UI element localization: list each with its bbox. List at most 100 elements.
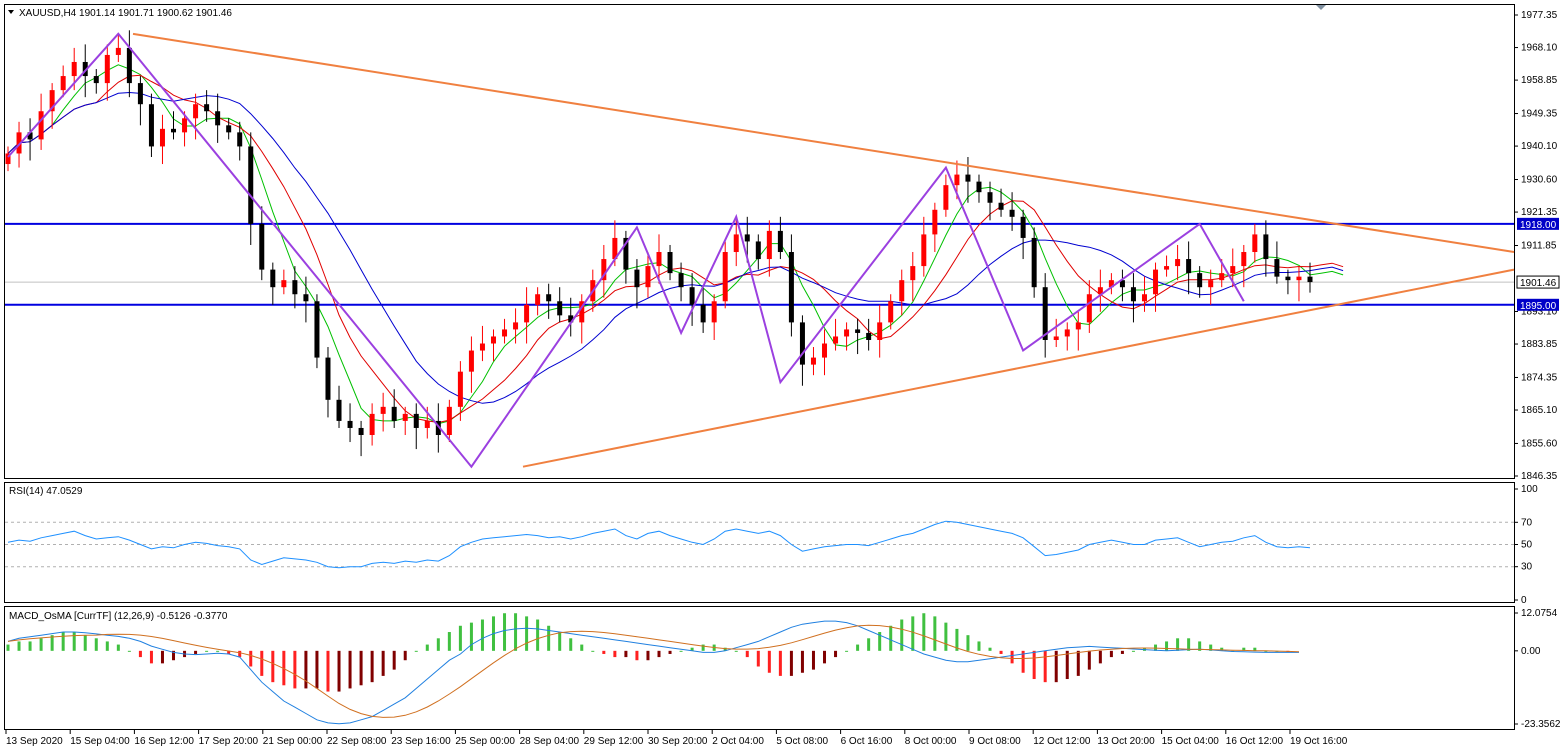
macd-hist-bar xyxy=(337,650,341,692)
price-tick-label: 1977.35 xyxy=(1521,10,1558,21)
candle-body xyxy=(1197,273,1203,288)
macd-hist-bar xyxy=(800,650,804,673)
macd-hist-bar xyxy=(624,650,628,658)
macd-hist-bar xyxy=(1242,647,1246,651)
macd-hist-bar xyxy=(39,638,43,651)
macd-hist-bar xyxy=(679,650,683,652)
macd-hist-bar xyxy=(105,641,109,651)
candle-body xyxy=(270,269,276,288)
macd-hist-bar xyxy=(83,635,87,651)
candle-body xyxy=(325,357,331,400)
candle-body xyxy=(1075,322,1081,330)
ma-slow-line xyxy=(7,91,1344,404)
macd-hist-bar xyxy=(1010,650,1014,664)
candle-body xyxy=(336,399,342,421)
macd-hist-bar xyxy=(767,650,771,673)
macd-hist-bar xyxy=(149,650,153,664)
macd-hist-bar xyxy=(1109,650,1113,658)
macd-hist-bar xyxy=(966,635,970,651)
candle-body xyxy=(358,427,364,436)
macd-hist-bar xyxy=(558,632,562,651)
macd-hist-bar xyxy=(745,650,749,658)
macd-hist-bar xyxy=(1253,647,1257,651)
macd-hist-bar xyxy=(955,628,959,651)
candle-body xyxy=(810,357,816,365)
macd-panel-frame xyxy=(4,606,1515,730)
macd-hist-bar xyxy=(503,613,507,651)
time-tick-label: 23 Sep 16:00 xyxy=(391,736,451,747)
price-tick-label: 1958.85 xyxy=(1521,75,1558,86)
macd-hist-bar xyxy=(977,641,981,651)
macd-hist-bar xyxy=(116,644,120,651)
macd-hist-bar xyxy=(889,625,893,651)
time-tick-label: 15 Oct 04:00 xyxy=(1162,736,1220,747)
candle-body xyxy=(49,90,55,112)
candle-body xyxy=(678,273,684,288)
macd-hist-bar xyxy=(315,650,319,689)
candle-body xyxy=(579,301,585,323)
price-tick-label: 1968.10 xyxy=(1521,43,1558,54)
price-tick-label: 1865.10 xyxy=(1521,405,1558,416)
macd-hist-bar xyxy=(1131,650,1135,652)
candle-body xyxy=(303,294,309,302)
scroll-marker-icon[interactable] xyxy=(1316,5,1326,10)
candle-body xyxy=(932,209,938,235)
macd-hist-bar xyxy=(1176,638,1180,651)
macd-hist-bar xyxy=(381,650,385,676)
macd-hist-bar xyxy=(216,650,220,652)
candle-body xyxy=(689,287,695,305)
macd-hist-bar xyxy=(1209,644,1213,651)
candle-body xyxy=(722,252,728,302)
candle-body xyxy=(314,301,320,358)
rsi-tick-label: 70 xyxy=(1521,517,1533,528)
candle-body xyxy=(535,294,541,305)
macd-hist-bar xyxy=(414,650,418,652)
rsi-tick-label: 0 xyxy=(1521,595,1527,606)
candle-body xyxy=(182,118,188,133)
candle-body xyxy=(424,420,430,428)
candle-body xyxy=(60,76,66,91)
candle-body xyxy=(281,280,287,288)
macd-main-line xyxy=(7,620,1299,725)
macd-hist-bar xyxy=(194,650,198,654)
time-tick-label: 12 Oct 12:00 xyxy=(1033,736,1091,747)
macd-hist-bar xyxy=(72,632,76,651)
candle-body xyxy=(855,329,861,333)
price-tick-label: 1855.60 xyxy=(1521,438,1558,449)
candle-body xyxy=(954,174,960,186)
macd-hist-bar xyxy=(370,650,374,683)
candle-body xyxy=(1164,266,1170,270)
macd-tick-label: 12.0754 xyxy=(1521,608,1558,619)
candle-body xyxy=(557,301,563,316)
macd-hist-bar xyxy=(304,650,308,689)
ma-mid-line xyxy=(7,74,1344,424)
candle-body xyxy=(524,304,530,323)
candle-body xyxy=(446,406,452,436)
rsi-tick-label: 100 xyxy=(1521,484,1538,495)
candle-body xyxy=(292,280,298,295)
macd-hist-bar xyxy=(127,650,131,652)
macd-hist-bar xyxy=(690,647,694,651)
collapse-triangle-icon[interactable] xyxy=(8,10,14,14)
candle-body xyxy=(899,280,905,302)
candle-body xyxy=(1307,276,1313,283)
macd-hist-bar xyxy=(514,613,518,651)
macd-hist-bar xyxy=(436,638,440,651)
macd-hist-bar xyxy=(238,650,242,658)
candle-body xyxy=(513,322,519,330)
candle-body xyxy=(1285,276,1291,281)
candle-body xyxy=(159,128,165,147)
time-tick-label: 17 Sep 20:00 xyxy=(199,736,259,747)
macd-hist-bar xyxy=(61,632,65,651)
candle-body xyxy=(976,181,982,193)
candle-body xyxy=(711,301,717,323)
macd-hist-bar xyxy=(271,650,275,683)
candle-body xyxy=(612,237,618,260)
price-tick-label: 1893.10 xyxy=(1521,306,1558,317)
macd-tick-label: 0.00 xyxy=(1521,646,1541,657)
candle-body xyxy=(1186,259,1192,274)
macd-hist-bar xyxy=(260,650,264,676)
candle-body xyxy=(137,83,143,105)
macd-hist-bar xyxy=(878,632,882,651)
